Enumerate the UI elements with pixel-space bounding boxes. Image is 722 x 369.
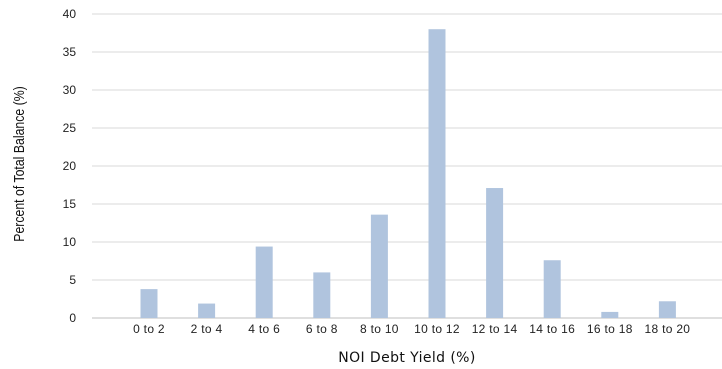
bar xyxy=(198,303,216,318)
y-axis-title: Percent of Total Balance (%) xyxy=(11,86,27,242)
x-tick-label: 14 to 16 xyxy=(529,322,575,336)
y-tick-label: 15 xyxy=(63,197,77,211)
x-tick-label: 12 to 14 xyxy=(472,322,518,336)
bar xyxy=(255,246,273,318)
bar xyxy=(140,289,158,318)
y-tick-label: 20 xyxy=(63,159,77,173)
bar xyxy=(658,301,676,318)
y-tick-label: 0 xyxy=(69,311,76,325)
y-tick-label: 35 xyxy=(63,45,77,59)
x-tick-label: 2 to 4 xyxy=(191,322,223,336)
x-axis-title: NOI Debt Yield (%) xyxy=(338,350,476,366)
y-tick-label: 40 xyxy=(63,7,77,21)
bar xyxy=(428,29,446,318)
gridlines xyxy=(92,13,722,319)
bar xyxy=(601,311,619,318)
y-tick-label: 5 xyxy=(69,273,76,287)
x-tick-label: 18 to 20 xyxy=(645,322,691,336)
bar xyxy=(370,214,388,318)
x-axis-ticks: 0 to 2 2 to 4 4 to 6 6 to 8 8 to 10 10 to 12 1… xyxy=(133,322,690,336)
y-tick-label: 25 xyxy=(63,121,77,135)
bar xyxy=(486,188,504,318)
y-tick-label: 10 xyxy=(63,235,77,249)
x-tick-label: 16 to 18 xyxy=(587,322,633,336)
bar xyxy=(543,260,561,318)
y-tick-label: 30 xyxy=(63,83,77,97)
x-tick-label: 8 to 10 xyxy=(360,322,399,336)
x-tick-label: 0 to 2 xyxy=(133,322,165,336)
x-tick-label: 4 to 6 xyxy=(248,322,280,336)
bars xyxy=(140,29,676,318)
x-tick-label: 6 to 8 xyxy=(306,322,338,336)
y-axis-ticks: 0 5 10 15 20 25 30 35 40 xyxy=(63,7,77,325)
x-tick-label: 10 to 12 xyxy=(414,322,460,336)
bar xyxy=(313,272,331,318)
